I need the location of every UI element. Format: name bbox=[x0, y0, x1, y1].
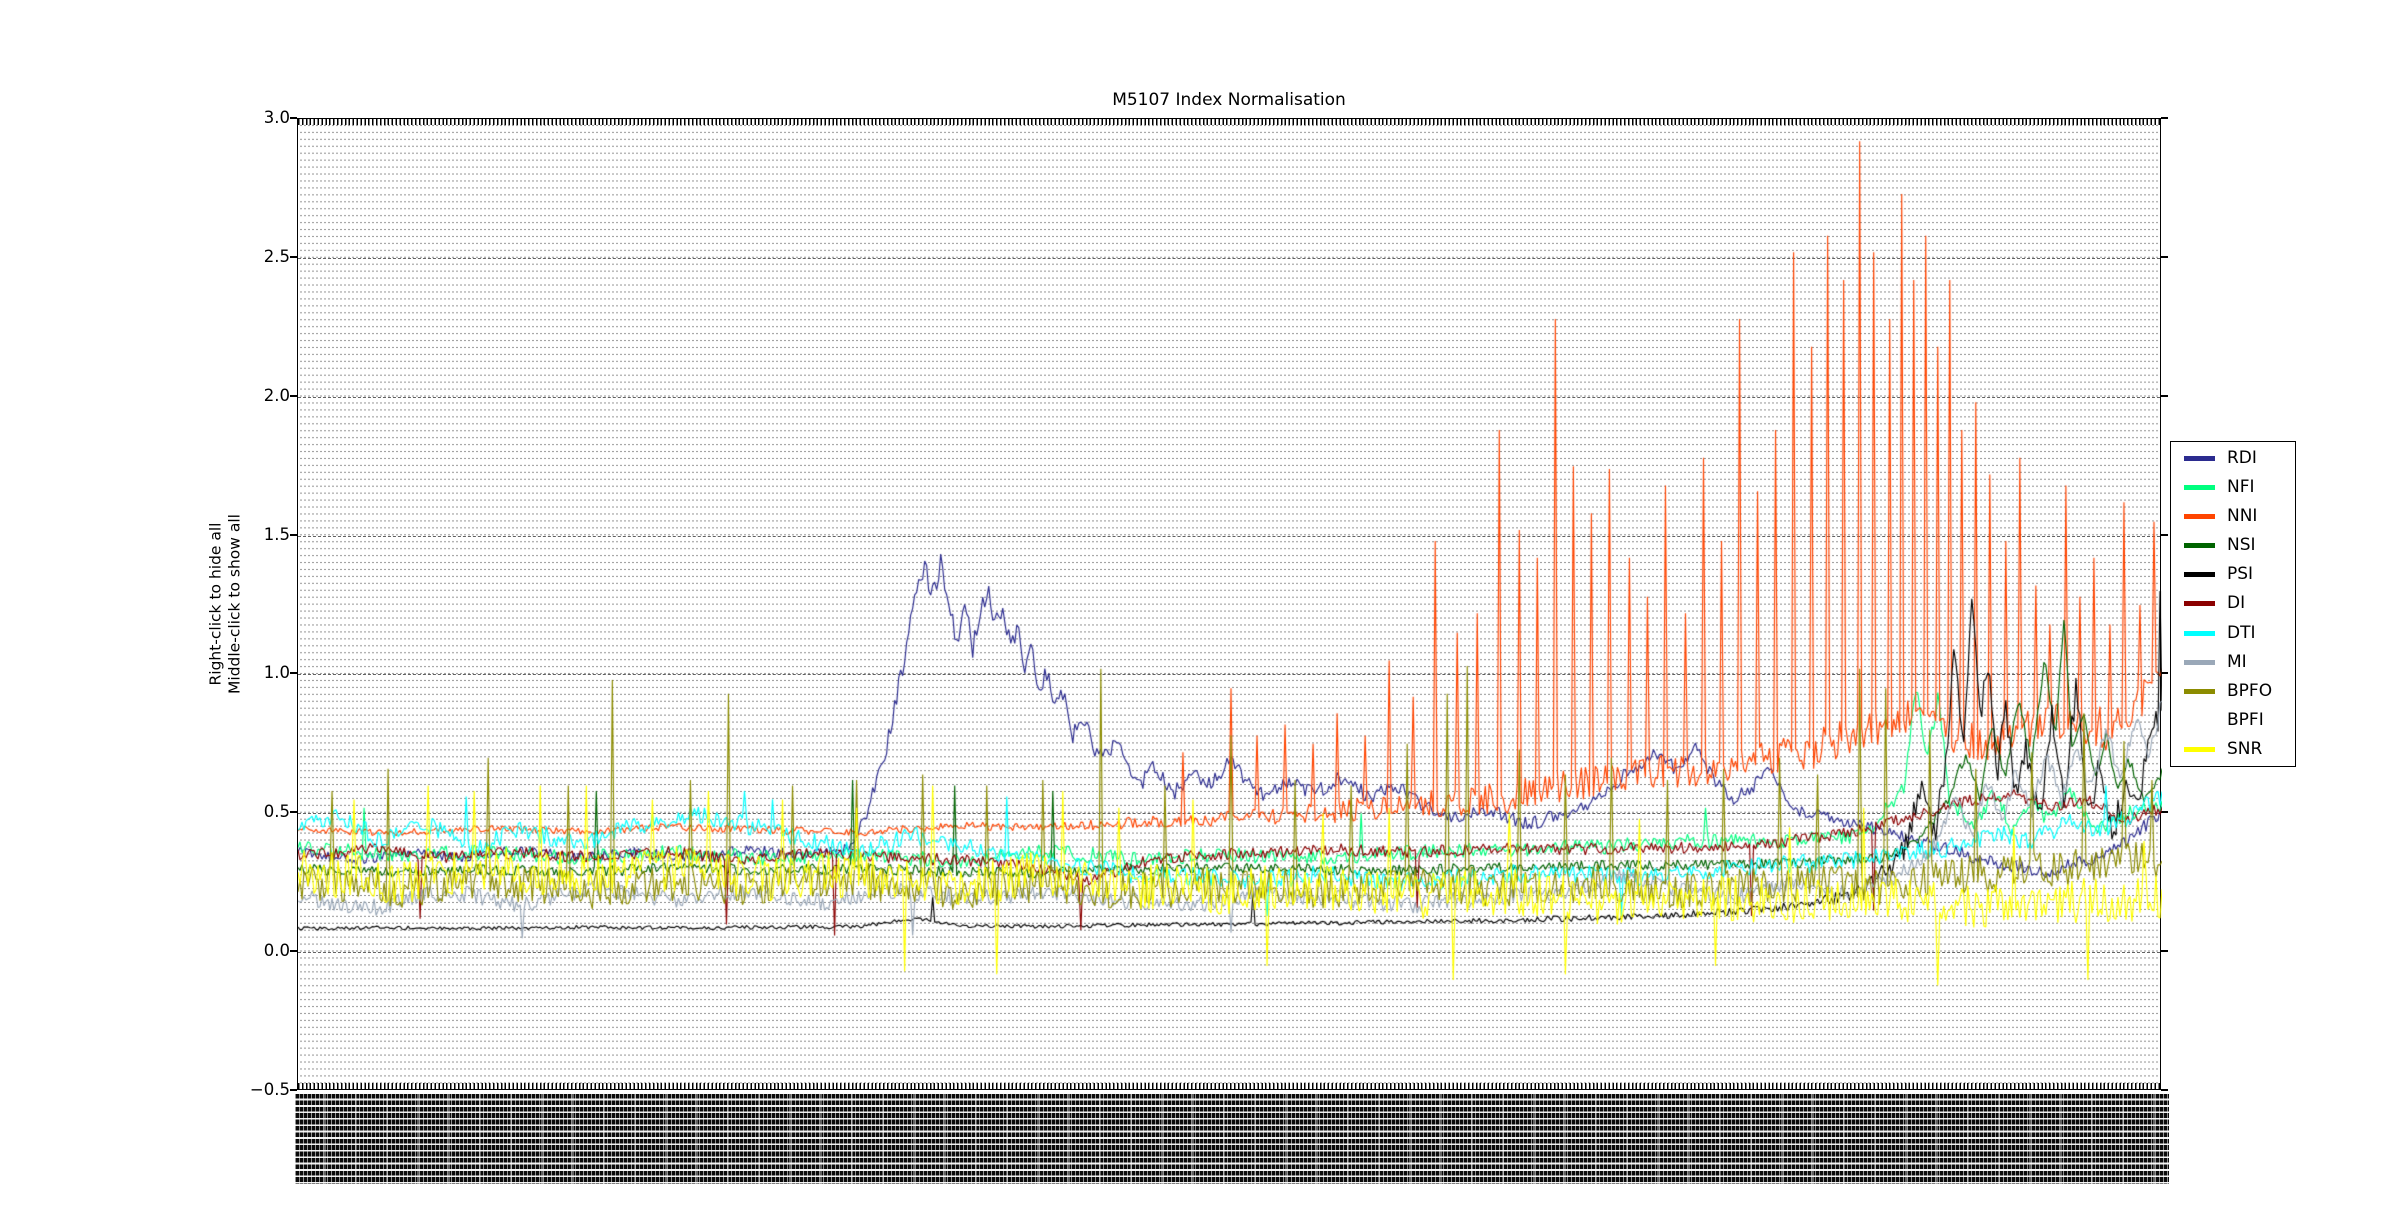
y-tick-label: 1.5 bbox=[263, 524, 290, 544]
y-tick-mark bbox=[290, 811, 297, 814]
y-tick-mark bbox=[2161, 1089, 2168, 1091]
legend-item-bpfo[interactable]: BPFO bbox=[2171, 678, 2295, 704]
y-tick-mark bbox=[2161, 950, 2168, 953]
y-tick-mark bbox=[290, 255, 297, 258]
legend-item-mi[interactable]: MI bbox=[2171, 649, 2295, 675]
y-tick-mark bbox=[290, 950, 297, 953]
legend-item-nni[interactable]: NNI bbox=[2171, 503, 2295, 529]
legend-label: DI bbox=[2227, 593, 2246, 614]
legend-label: RDI bbox=[2227, 447, 2257, 468]
legend-swatch-di bbox=[2184, 601, 2215, 607]
chart-title: M5107 Index Normalisation bbox=[1112, 90, 1346, 110]
legend-label: NFI bbox=[2227, 476, 2255, 497]
y-tick-mark bbox=[290, 533, 297, 536]
legend-swatch-nni bbox=[2184, 513, 2215, 519]
legend-swatch-bpfo bbox=[2184, 688, 2215, 694]
legend-swatch-psi bbox=[2184, 572, 2215, 578]
legend-item-bpfi[interactable]: BPFI bbox=[2171, 708, 2295, 734]
legend-label: NSI bbox=[2227, 535, 2256, 556]
legend-label: NNI bbox=[2227, 505, 2258, 526]
legend-label: BPFI bbox=[2227, 710, 2264, 731]
y-tick-mark bbox=[2161, 255, 2168, 258]
y-tick-mark bbox=[2161, 394, 2168, 397]
y-tick-label: 0.5 bbox=[263, 802, 290, 822]
legend-label: BPFO bbox=[2227, 680, 2273, 701]
legend-item-di[interactable]: DI bbox=[2171, 591, 2295, 617]
y-tick-mark bbox=[290, 394, 297, 397]
y-tick-label: 3.0 bbox=[263, 108, 290, 127]
y-tick-mark bbox=[2161, 811, 2168, 814]
legend-label: MI bbox=[2227, 651, 2247, 672]
legend-label: DTI bbox=[2227, 622, 2256, 643]
y-tick-label: 0.0 bbox=[263, 941, 290, 961]
y-tick-mark bbox=[2161, 117, 2168, 119]
legend-item-psi[interactable]: PSI bbox=[2171, 562, 2295, 588]
y-tick-mark bbox=[290, 672, 297, 675]
legend-swatch-mi bbox=[2184, 659, 2215, 665]
y-tick-label: 2.0 bbox=[263, 385, 290, 405]
y-tick-mark bbox=[290, 1089, 297, 1091]
legend-swatch-nsi bbox=[2184, 543, 2215, 549]
legend-item-snr[interactable]: SNR bbox=[2171, 737, 2295, 763]
legend-swatch-dti bbox=[2184, 630, 2215, 636]
y-tick-label: 2.5 bbox=[263, 246, 290, 266]
legend-swatch-rdi bbox=[2184, 455, 2215, 461]
legend-item-nfi[interactable]: NFI bbox=[2171, 474, 2295, 500]
y-tick-label: 1.0 bbox=[263, 663, 290, 683]
plot-area[interactable] bbox=[297, 118, 2162, 1091]
legend-swatch-snr bbox=[2184, 747, 2215, 753]
legend-swatch-bpfi bbox=[2184, 718, 2215, 724]
y-tick-label: −0.5 bbox=[249, 1080, 290, 1099]
legend-item-dti[interactable]: DTI bbox=[2171, 620, 2295, 646]
plot-canvas[interactable] bbox=[298, 119, 2162, 1091]
legend-item-nsi[interactable]: NSI bbox=[2171, 533, 2295, 559]
legend-label: PSI bbox=[2227, 564, 2254, 585]
y-tick-mark bbox=[2161, 672, 2168, 675]
legend[interactable]: RDI NFI NNI NSI PSI DI DTI MI BPFO BPFI SNR bbox=[2170, 441, 2296, 767]
legend-item-rdi[interactable]: RDI bbox=[2171, 445, 2295, 471]
legend-swatch-nfi bbox=[2184, 484, 2215, 490]
y-tick-mark bbox=[2161, 533, 2168, 536]
legend-label: SNR bbox=[2227, 739, 2263, 760]
x-tick-labels-band bbox=[295, 1094, 2169, 1184]
y-tick-mark bbox=[290, 117, 297, 119]
